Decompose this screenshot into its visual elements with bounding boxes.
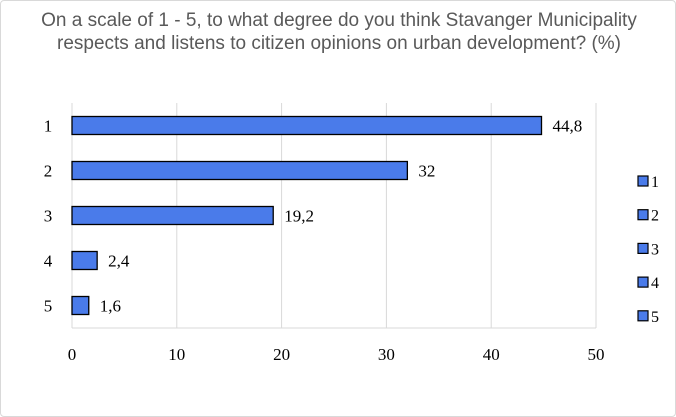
value-label: 19,2 [284, 207, 314, 226]
legend-swatch-4 [637, 276, 649, 288]
y-tick-label: 2 [44, 162, 53, 181]
legend-label: 3 [651, 241, 659, 258]
x-tick-label: 50 [588, 345, 605, 364]
bar-4 [71, 250, 98, 271]
grid-lines [71, 103, 597, 329]
y-tick-labels: 1 2 3 4 5 [44, 117, 53, 316]
legend-swatch-1 [637, 175, 649, 187]
legend-swatch-3 [637, 242, 649, 254]
legend-label: 5 [651, 309, 659, 326]
legend-swatch-5 [637, 310, 649, 322]
bars [71, 115, 543, 316]
chart-title: On a scale of 1 - 5, to what degree do y… [41, 10, 637, 54]
bar-1 [71, 115, 543, 136]
value-label: 44,8 [553, 117, 583, 136]
bar-5 [71, 295, 90, 316]
x-tick-label: 40 [483, 345, 500, 364]
legend-label: 4 [651, 275, 659, 292]
bar-2 [71, 160, 409, 181]
y-tick-label: 5 [44, 297, 53, 316]
x-tick-labels: 0 10 20 30 40 50 [68, 345, 605, 364]
x-tick-label: 20 [273, 345, 290, 364]
x-tick-label: 10 [168, 345, 185, 364]
value-label: 32 [418, 162, 435, 181]
legend-label: 2 [651, 208, 659, 225]
value-label: 2,4 [108, 252, 130, 271]
x-tick-label: 30 [378, 345, 395, 364]
legend-label: 1 [651, 174, 659, 191]
value-label: 1,6 [100, 297, 121, 316]
y-tick-label: 1 [44, 117, 53, 136]
legend: 1 2 3 4 5 [637, 174, 659, 326]
value-labels: 44,8 32 19,2 2,4 1,6 [100, 117, 582, 316]
bar-3 [71, 205, 274, 226]
y-tick-label: 3 [44, 207, 53, 226]
legend-swatch-2 [637, 209, 649, 221]
y-tick-label: 4 [44, 252, 53, 271]
x-tick-label: 0 [68, 345, 77, 364]
